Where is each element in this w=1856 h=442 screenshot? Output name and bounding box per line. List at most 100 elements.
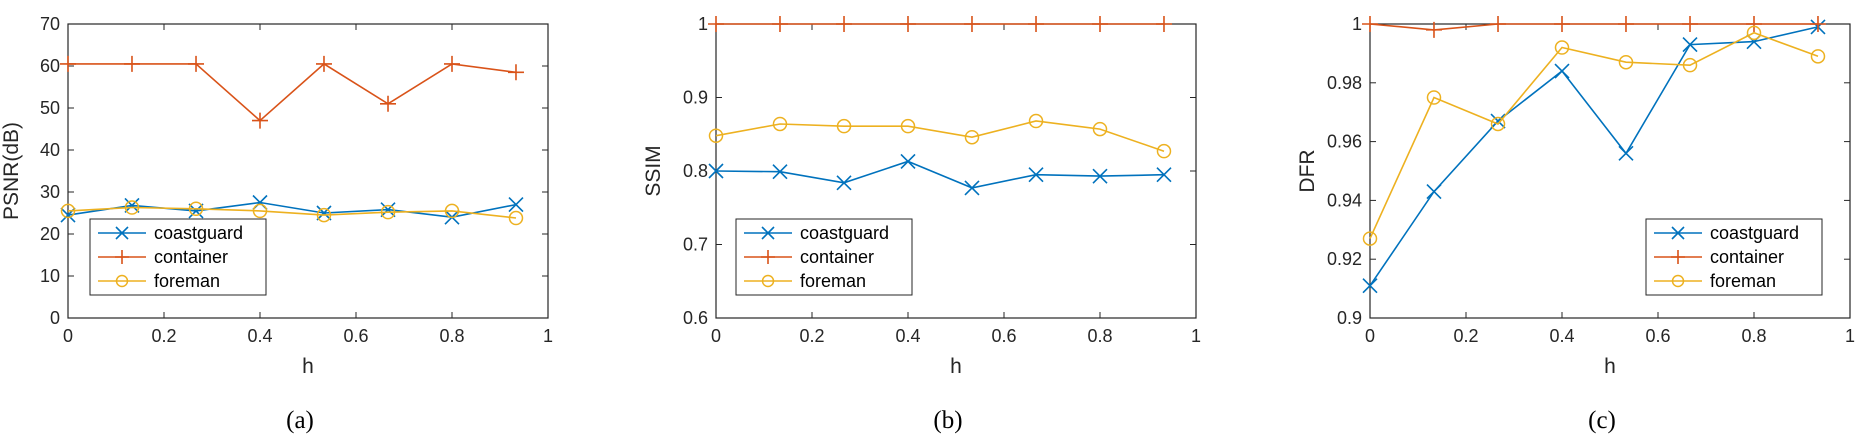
legend-label-coastguard: coastguard [1710,223,1799,243]
y-tick-label: 50 [40,98,60,118]
data-point-coastguard [1426,184,1442,200]
x-tick-label: 0.4 [1549,326,1574,346]
y-tick-label: 0.9 [1337,308,1362,328]
y-tick-label: 0.9 [683,88,708,108]
data-point-coastguard [1362,278,1378,294]
series-line-coastguard [1369,26,1819,287]
chart-panel-2: 0 0.2 0.4 0.6 0.8 1 0.6 0.7 0.8 0.9 1 h SSIM coastgua… [642,14,1201,434]
data-point-container [252,112,268,129]
data-point-foreman [1554,40,1570,55]
data-point-coastguard [1618,145,1634,161]
legend-marker-container [1671,250,1685,264]
data-point-coastguard [708,163,724,179]
data-point-foreman [836,118,852,134]
data-point-coastguard [900,153,916,170]
data-point-foreman [1156,143,1172,159]
data-point-container [708,16,724,32]
data-point-container [1617,16,1634,32]
legend-label-coastguard: coastguard [800,223,889,243]
x-tick-label: 0 [63,326,73,346]
data-point-coastguard [1092,168,1108,184]
x-tick-label: 1 [1191,326,1201,346]
x-tick-label: 0.4 [895,326,920,346]
legend-marker-container [115,250,129,264]
legend-marker-foreman [761,274,775,288]
data-point-coastguard [124,197,140,214]
y-tick-label: 0.98 [1327,73,1362,93]
x-axis-label: h [1604,355,1616,378]
y-tick-label: 40 [40,140,60,160]
data-point-container [963,16,980,32]
data-point-container [1092,16,1108,32]
data-point-container [1809,16,1826,32]
y-tick-label: 20 [40,224,60,244]
data-point-coastguard [508,197,524,213]
data-point-container [444,55,460,72]
panel-caption: (c) [1588,407,1616,434]
x-axis-label: h [950,355,962,378]
data-point-foreman [444,203,460,219]
x-tick-label: 0.8 [439,326,464,346]
data-point-foreman [1362,231,1378,246]
y-tick-label: 10 [40,266,60,286]
data-point-foreman [708,128,724,143]
x-tick-label: 0.6 [1645,326,1670,346]
data-point-foreman [124,200,140,215]
chart-panel-1: 0 0.2 0.4 0.6 0.8 1010203040506070hPSNR(dB)co… [0,14,553,434]
y-tick-label: 0.6 [683,308,708,328]
data-point-coastguard [1490,113,1506,129]
x-tick-label: 0 [711,326,721,346]
data-point-container [1746,16,1762,32]
x-tick-label: 0.8 [1087,326,1112,346]
data-point-foreman [1618,54,1634,70]
data-point-foreman [1028,113,1044,129]
data-point-coastguard [1554,63,1570,79]
chart-panel-3: 0 0.2 0.4 0.6 0.8 1 0.9 0.92 0.94 0.96 0.98 1 h DFR co… [1296,14,1855,434]
x-tick-label: 0.6 [343,326,368,346]
x-tick-label: 0 [1365,326,1375,346]
data-point-container [123,55,140,72]
data-point-foreman [964,129,980,145]
legend: coastguard container foreman [1645,218,1823,296]
data-point-foreman [1682,57,1698,73]
data-point-coastguard [1682,37,1698,53]
legend-marker-coastguard [1671,226,1685,240]
x-tick-label: 0.2 [151,326,176,346]
data-point-foreman [772,116,788,132]
data-point-container [188,55,205,72]
y-tick-label: 0.7 [683,235,708,255]
data-point-foreman [1490,116,1506,132]
legend-marker-coastguard [115,226,129,240]
data-point-foreman [900,118,916,134]
data-point-foreman [508,210,524,226]
legend-label-container: container [800,247,874,267]
data-point-container [1028,16,1045,32]
x-tick-label: 0.6 [991,326,1016,346]
data-point-container [900,16,916,32]
data-point-container [315,55,332,72]
data-point-foreman [1746,25,1762,41]
y-tick-label: 0 [50,308,60,328]
data-point-foreman [1426,90,1442,105]
data-point-foreman [188,201,204,217]
x-axis-label: h [302,355,314,378]
y-tick-label: 70 [40,14,60,34]
data-point-container [1490,16,1507,32]
legend-label-foreman: foreman [1710,271,1776,291]
x-tick-label: 1 [1845,326,1855,346]
legend: coastguard container foreman [89,218,267,296]
panel-caption: (b) [933,407,962,434]
y-axis-label: PSNR(dB) [0,122,23,220]
series-line-foreman [67,206,517,219]
legend-marker-container [761,250,775,264]
legend-marker-foreman [115,274,129,288]
legend-marker-coastguard [761,226,775,240]
data-point-coastguard [188,203,204,219]
x-tick-label: 0.8 [1741,326,1766,346]
data-point-foreman [380,204,396,220]
legend: coastguard container foreman [735,218,913,296]
data-point-coastguard [1156,167,1172,183]
legend-label-container: container [154,247,228,267]
data-point-coastguard [380,202,396,218]
data-point-container [836,16,853,32]
